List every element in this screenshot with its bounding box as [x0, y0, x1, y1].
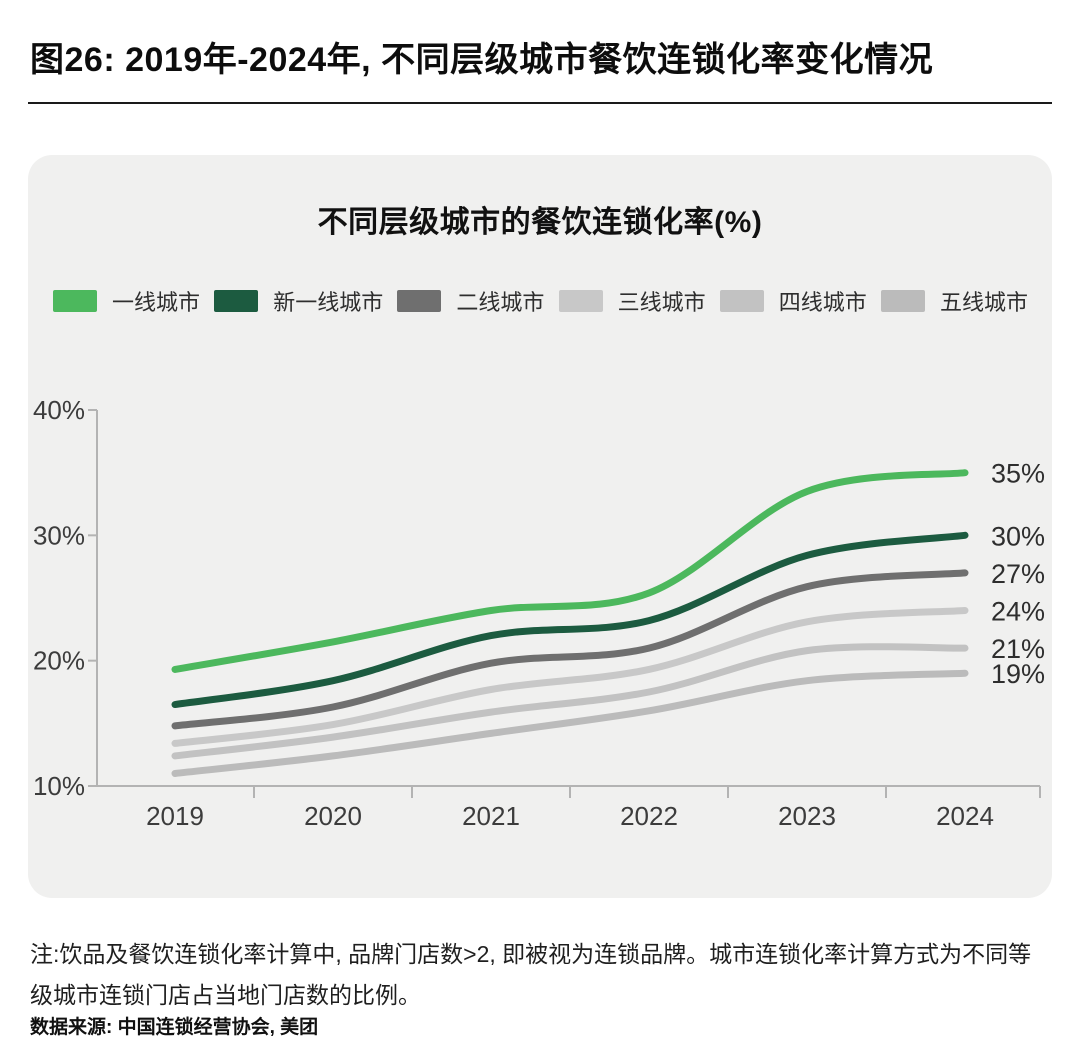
legend-item-5: 五线城市	[880, 285, 1028, 317]
legend-label: 三线城市	[617, 290, 706, 315]
x-tick-label: 2019	[146, 801, 204, 831]
chart-note: 注:饮品及餐饮连锁化率计算中, 品牌门店数>2, 即被视为连锁品牌。城市连锁化率…	[30, 941, 1032, 1008]
series-end-label: 19%	[991, 659, 1045, 689]
x-tick-label: 2021	[462, 801, 520, 831]
series-end-label: 27%	[991, 559, 1045, 589]
legend-swatch-icon	[880, 290, 925, 312]
legend-item-2: 二线城市	[397, 285, 544, 317]
series-line-一线城市	[171, 469, 969, 673]
legend-item-0: 一线城市	[53, 285, 200, 317]
legend-swatch-icon	[397, 290, 442, 312]
legend-swatch-icon	[53, 290, 97, 312]
series-end-label: 35%	[991, 459, 1045, 489]
figure-title: 图26: 2019年-2024年, 不同层级城市餐饮连锁化率变化情况	[30, 41, 934, 79]
x-tick-label: 2023	[778, 801, 836, 831]
legend-item-3: 三线城市	[558, 285, 706, 317]
chart-legend: 一线城市 新一线城市 二线城市 三线城市 四线城市 五线城市	[53, 285, 1028, 317]
series-line-四线城市	[171, 643, 969, 760]
y-tick-label: 30%	[33, 520, 85, 550]
legend-label: 五线城市	[939, 290, 1028, 315]
series-end-label: 30%	[991, 521, 1045, 551]
line-chart: 40% 30% 20% 10% 2019 2020 2021 2022 2023 2024 35% 3…	[33, 395, 1045, 831]
legend-swatch-icon	[214, 290, 259, 312]
legend-item-1: 新一线城市	[214, 285, 383, 317]
legend-swatch-icon	[719, 290, 764, 312]
series-end-label: 21%	[991, 634, 1045, 664]
title-divider	[28, 102, 1052, 104]
x-tick-label: 2024	[936, 801, 994, 831]
series-line-新一线城市	[171, 531, 969, 709]
series-end-label: 24%	[991, 597, 1045, 627]
legend-label: 一线城市	[112, 290, 201, 315]
y-tick-label: 20%	[33, 646, 85, 676]
series-line-二线城市	[171, 569, 969, 730]
legend-label: 二线城市	[456, 290, 545, 315]
x-tick-label: 2020	[304, 801, 362, 831]
legend-swatch-icon	[558, 290, 603, 312]
data-source: 数据来源: 中国连锁经营协会, 美团	[30, 1017, 319, 1038]
legend-label: 新一线城市	[273, 290, 384, 315]
x-tick-label: 2022	[620, 801, 678, 831]
legend-label: 四线城市	[778, 290, 867, 315]
series-line-三线城市	[171, 607, 969, 747]
y-tick-label: 40%	[33, 395, 85, 425]
y-tick-label: 10%	[33, 771, 85, 801]
legend-item-4: 四线城市	[719, 285, 867, 317]
chart-card: 40% 30% 20% 10% 2019 2020 2021 2022 2023 2024 35% 3…	[28, 155, 1052, 898]
chart-title: 不同层级城市的餐饮连锁化率(%)	[317, 206, 763, 239]
series-line-五线城市	[171, 669, 969, 777]
